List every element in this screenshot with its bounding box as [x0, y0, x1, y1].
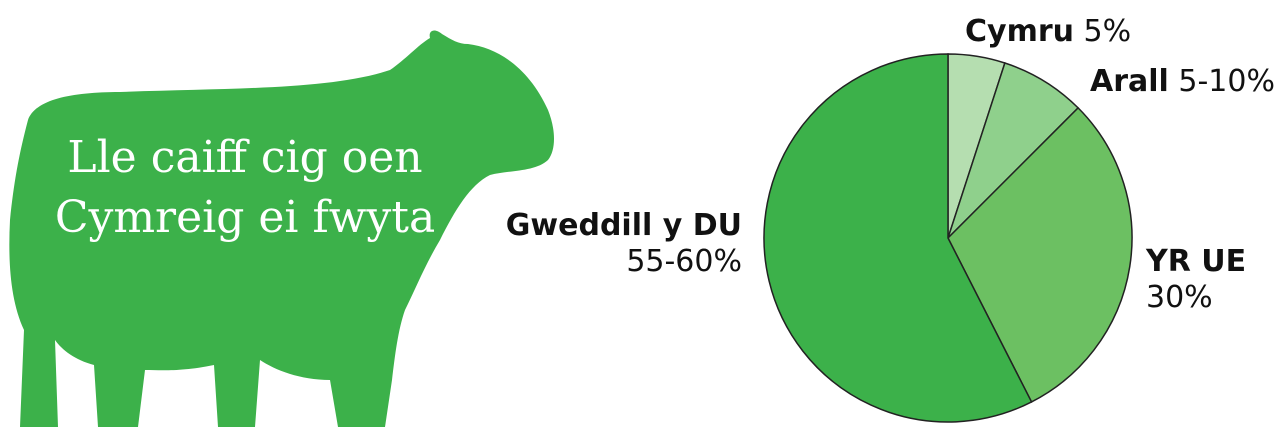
label-arall-value: 5-10% — [1178, 64, 1275, 99]
label-gweddill-y-du-name: Gweddill y DU — [505, 208, 742, 243]
label-arall: Arall 5-10% — [1090, 64, 1275, 100]
label-cymru-name: Cymru — [965, 14, 1074, 49]
label-cymru-value: 5% — [1083, 14, 1132, 49]
label-yr-ue-value: 30% — [1146, 280, 1213, 315]
label-gweddill-y-du-value: 55-60% — [626, 244, 742, 279]
label-gweddill-y-du: Gweddill y DU 55-60% — [497, 208, 742, 280]
label-cymru: Cymru 5% — [965, 14, 1131, 50]
pie-slice-yr-ue — [947, 106, 1133, 403]
label-yr-ue-name: YR UE — [1146, 244, 1247, 279]
sheep-silhouette — [9, 30, 554, 427]
label-yr-ue: YR UE 30% — [1146, 244, 1246, 316]
pie-slice-gweddill-y-du — [763, 53, 1033, 423]
chart-title: Lle caiff cig oen Cymreig ei fwyta — [54, 132, 436, 243]
label-arall-name: Arall — [1090, 64, 1169, 99]
